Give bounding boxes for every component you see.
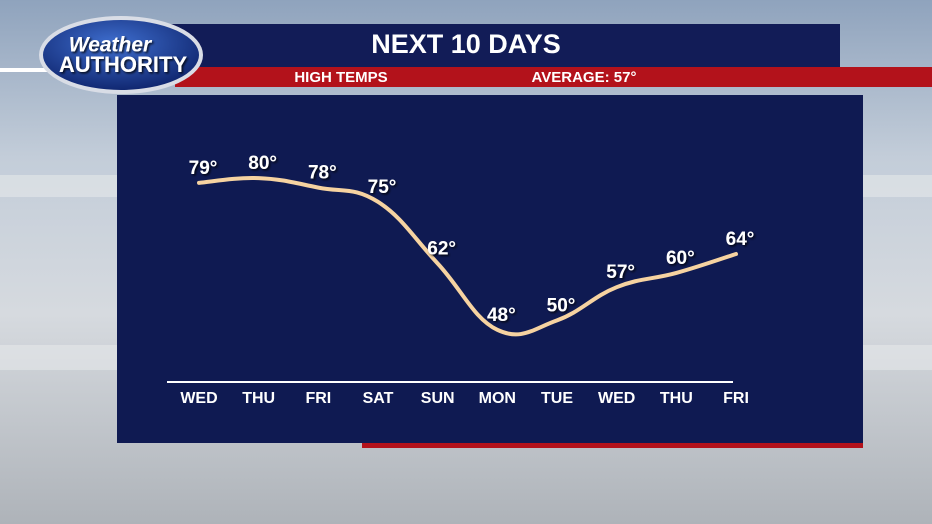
header-bar <box>165 24 840 67</box>
value-label: 80° <box>248 153 277 174</box>
logo-bottom: AUTHORITY <box>59 52 188 77</box>
x-tick-label: TUE <box>541 390 573 407</box>
logo-top: Weather <box>69 34 153 57</box>
stripe <box>0 68 60 72</box>
value-label: 50° <box>547 295 576 316</box>
value-label: 48° <box>487 305 516 326</box>
value-label: 75° <box>368 177 397 198</box>
x-tick-label: SAT <box>363 390 394 407</box>
annotation: AVERAGE: 57° <box>532 69 637 86</box>
subheader-bar <box>175 67 932 87</box>
value-label: 78° <box>308 163 337 184</box>
value-label: 64° <box>726 229 755 250</box>
x-tick-label: WED <box>180 390 217 407</box>
panel-accent <box>362 443 863 448</box>
x-tick-label: MON <box>479 390 516 407</box>
value-label: 62° <box>427 238 456 259</box>
x-tick-label: WED <box>598 390 635 407</box>
chart-title: NEXT 10 DAYS <box>371 29 561 59</box>
logo-badge <box>39 16 203 94</box>
value-label: 79° <box>189 158 218 179</box>
x-tick-label: SUN <box>421 390 455 407</box>
x-tick-label: FRI <box>723 390 749 407</box>
temperature-line <box>197 176 738 337</box>
value-label: 60° <box>666 248 695 269</box>
x-tick-label: THU <box>242 390 275 407</box>
value-label: 57° <box>606 262 635 283</box>
x-tick-label: THU <box>660 390 693 407</box>
subtitle: HIGH TEMPS <box>294 69 387 86</box>
x-tick-label: FRI <box>305 390 331 407</box>
panel <box>117 95 863 443</box>
